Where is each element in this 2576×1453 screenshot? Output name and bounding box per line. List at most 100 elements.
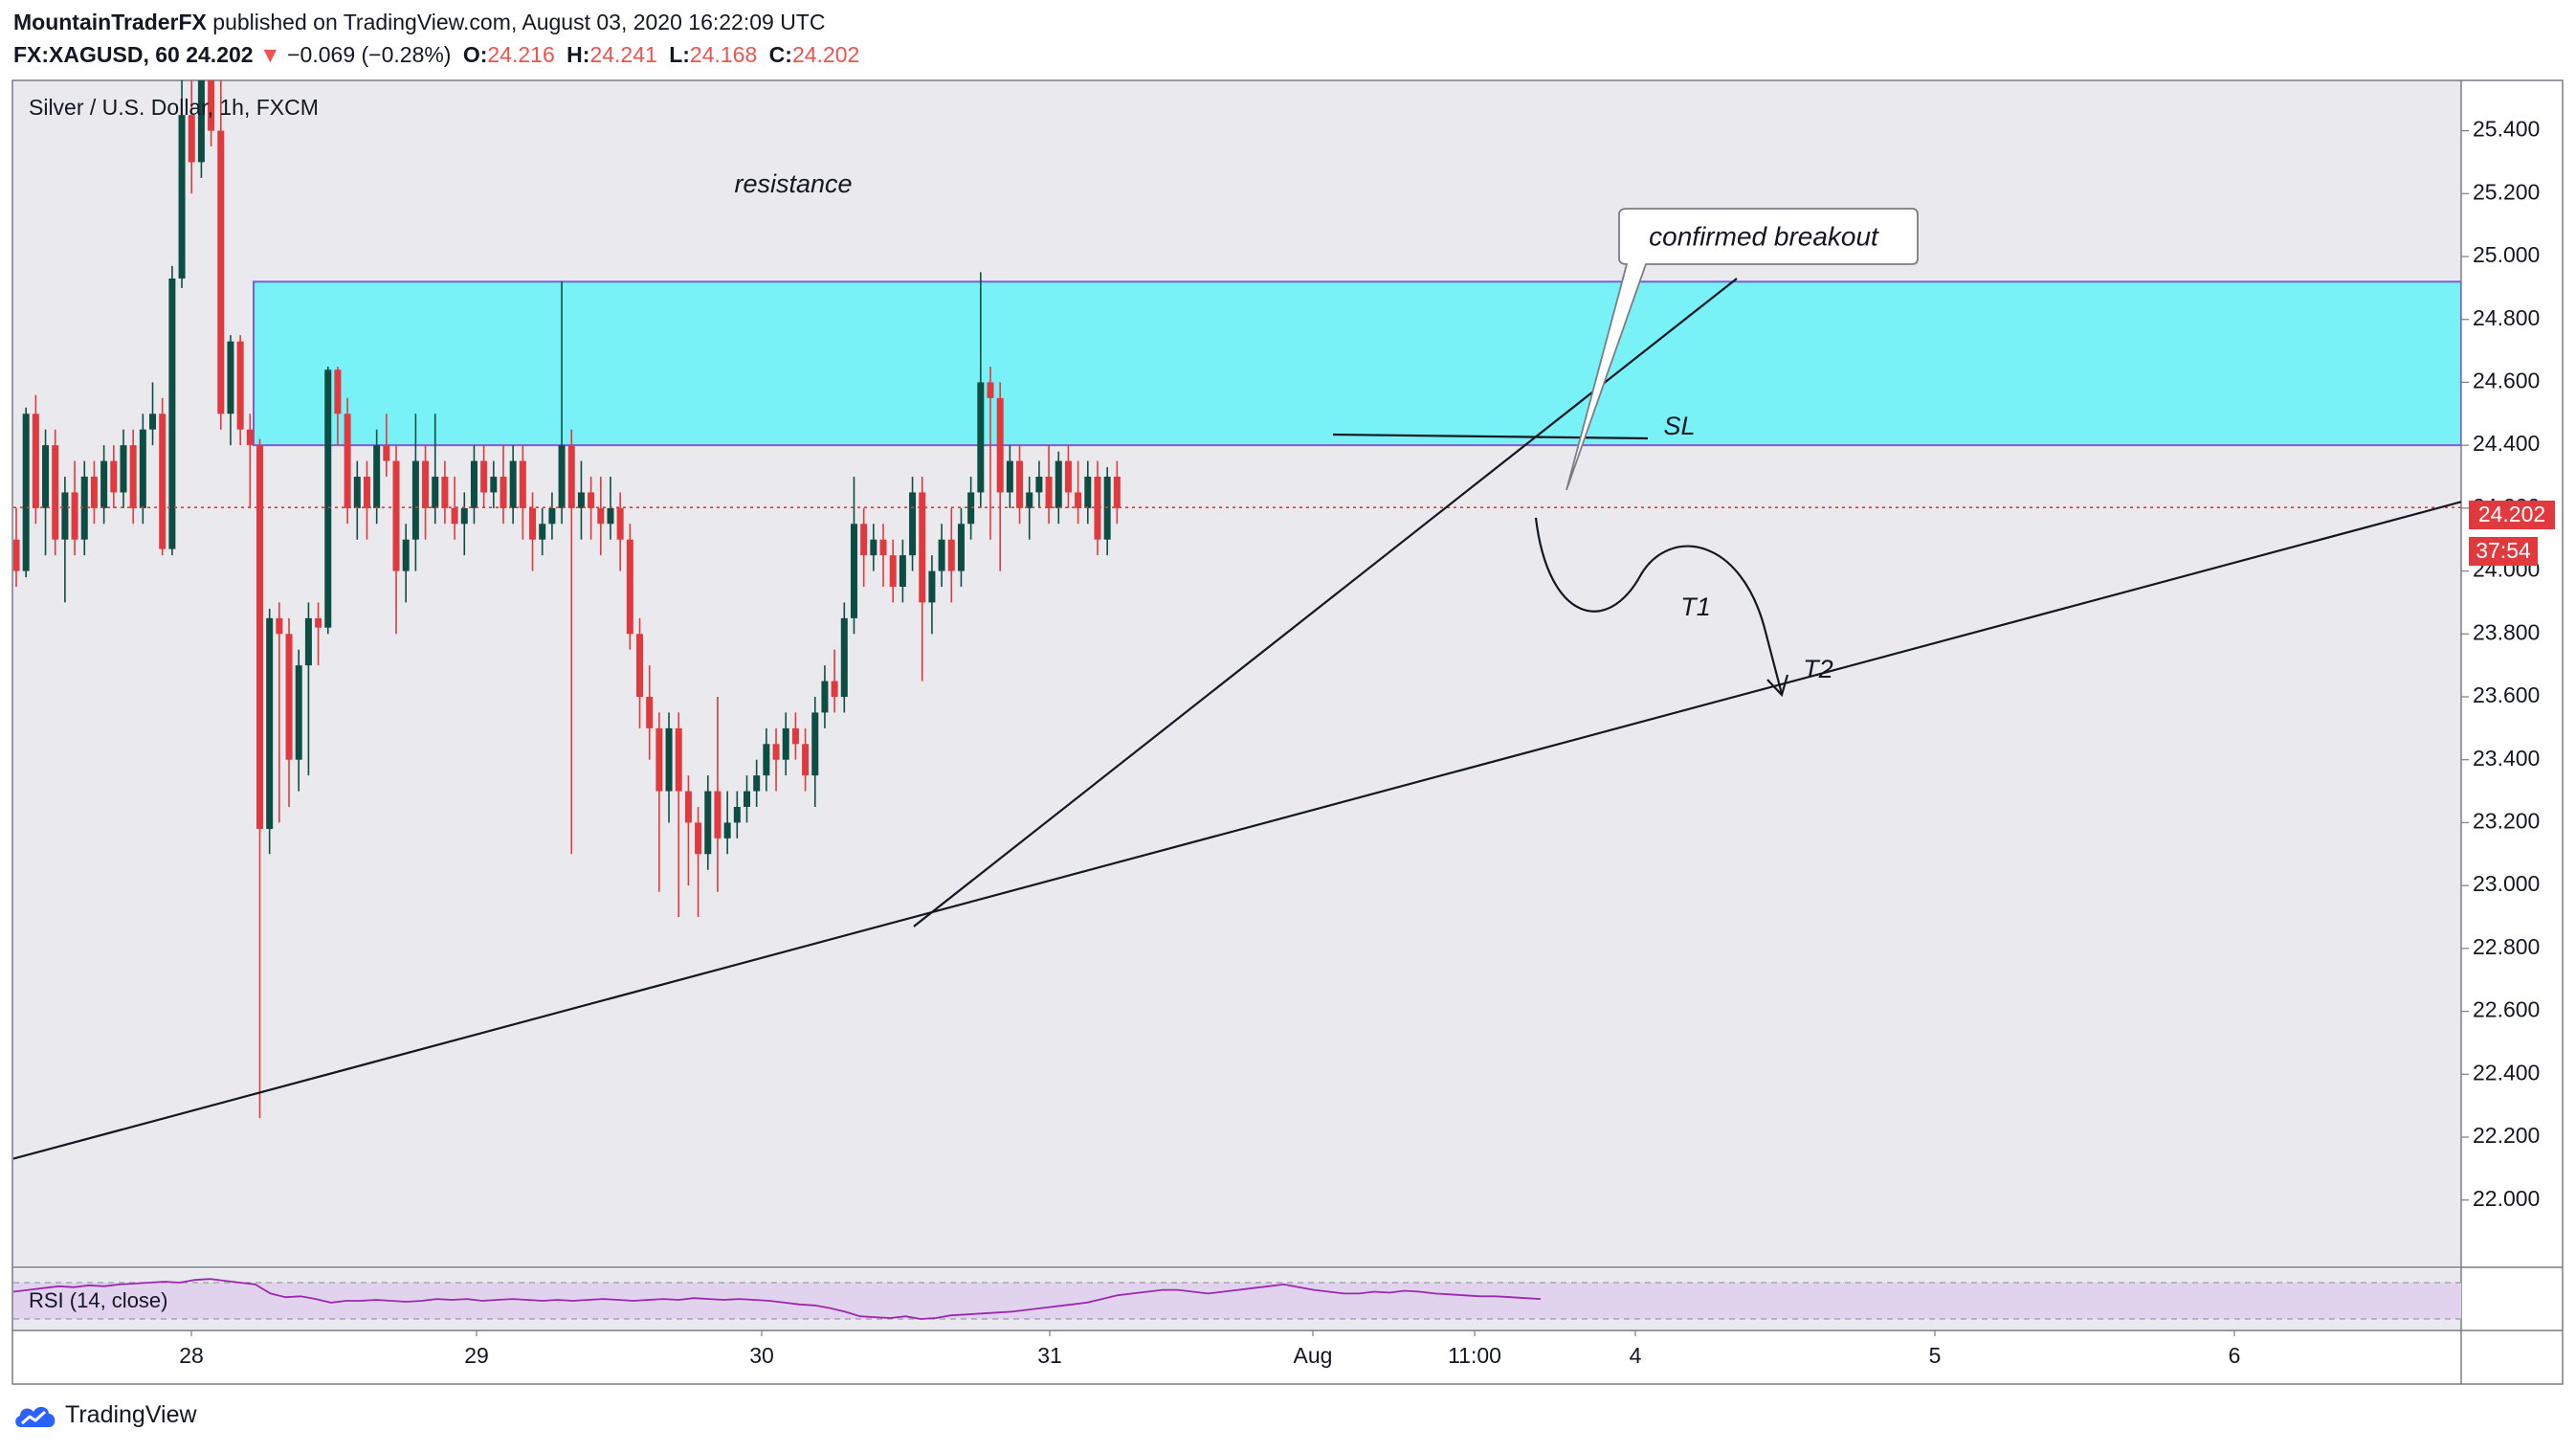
candle-body[interactable]: [324, 369, 332, 628]
candle-body[interactable]: [276, 617, 283, 635]
candle-body[interactable]: [567, 445, 575, 508]
candle-body[interactable]: [266, 617, 274, 829]
candle-body[interactable]: [811, 712, 819, 776]
resistance-zone[interactable]: [253, 280, 2461, 447]
candle-body[interactable]: [480, 460, 488, 493]
candle-body[interactable]: [860, 524, 868, 556]
candle-body[interactable]: [178, 115, 186, 279]
candle-body[interactable]: [80, 477, 88, 540]
candle-body[interactable]: [831, 681, 838, 697]
candle-body[interactable]: [1113, 477, 1121, 508]
candle-body[interactable]: [588, 492, 595, 508]
candle-body[interactable]: [665, 727, 673, 792]
candle-body[interactable]: [577, 492, 585, 508]
candle-body[interactable]: [772, 744, 780, 760]
candle-body[interactable]: [42, 445, 50, 508]
candle-body[interactable]: [402, 539, 410, 571]
candle-body[interactable]: [889, 555, 897, 587]
candle-body[interactable]: [1094, 477, 1101, 540]
candle-body[interactable]: [168, 279, 176, 549]
candle-body[interactable]: [607, 507, 614, 525]
candle-body[interactable]: [802, 744, 810, 776]
candle-body[interactable]: [1006, 460, 1013, 493]
candle-body[interactable]: [373, 445, 381, 508]
candle-body[interactable]: [61, 492, 69, 540]
candle-body[interactable]: [246, 429, 254, 446]
candle-body[interactable]: [32, 414, 39, 508]
candle-body[interactable]: [139, 429, 146, 508]
candle-body[interactable]: [529, 507, 537, 540]
candle-body[interactable]: [470, 460, 477, 508]
candle-body[interactable]: [714, 791, 722, 838]
candle-body[interactable]: [928, 570, 936, 603]
candle-body[interactable]: [996, 397, 1004, 493]
candle-body[interactable]: [899, 555, 906, 587]
candle-body[interactable]: [850, 524, 857, 618]
candle-body[interactable]: [304, 617, 312, 666]
candle-body[interactable]: [1045, 477, 1053, 508]
candle-body[interactable]: [295, 665, 302, 760]
candle-body[interactable]: [597, 507, 605, 525]
candle-body[interactable]: [919, 492, 926, 603]
symbol-label[interactable]: FX:XAGUSD, 60: [13, 42, 180, 67]
candle-body[interactable]: [236, 341, 244, 430]
author-name[interactable]: MountainTraderFX: [13, 10, 207, 34]
candle-body[interactable]: [509, 460, 517, 508]
candle-body[interactable]: [120, 445, 127, 493]
last-price-tag[interactable]: [2469, 501, 2555, 529]
candle-body[interactable]: [967, 492, 975, 525]
candle-body[interactable]: [655, 727, 663, 792]
plot-area[interactable]: [12, 80, 2461, 1267]
candle-body[interactable]: [315, 617, 322, 628]
candle-body[interactable]: [1075, 492, 1082, 508]
price-axis[interactable]: [2461, 80, 2563, 1330]
candle-body[interactable]: [22, 414, 30, 571]
candle-body[interactable]: [791, 727, 799, 745]
candle-body[interactable]: [100, 460, 108, 508]
candle-body[interactable]: [763, 744, 770, 776]
candle-body[interactable]: [353, 477, 361, 508]
candle-body[interactable]: [149, 414, 157, 430]
candle-body[interactable]: [695, 822, 702, 855]
candle-body[interactable]: [13, 539, 20, 571]
breakout-callout[interactable]: [1566, 208, 1919, 491]
candle-body[interactable]: [490, 477, 498, 493]
candle-body[interactable]: [392, 460, 400, 571]
candle-body[interactable]: [675, 727, 682, 792]
candle-body[interactable]: [548, 507, 556, 525]
candle-body[interactable]: [1016, 460, 1024, 508]
candle-body[interactable]: [71, 492, 78, 540]
candle-body[interactable]: [422, 460, 430, 508]
candle-body[interactable]: [539, 524, 546, 540]
candle-body[interactable]: [451, 507, 458, 525]
candle-body[interactable]: [363, 477, 370, 508]
candle-body[interactable]: [159, 414, 167, 549]
candle-body[interactable]: [840, 617, 848, 697]
candle-body[interactable]: [432, 477, 439, 508]
candle-body[interactable]: [1026, 492, 1033, 508]
candle-body[interactable]: [1055, 460, 1062, 508]
candle-body[interactable]: [460, 507, 468, 525]
candle-body[interactable]: [744, 791, 750, 807]
candle-body[interactable]: [110, 460, 118, 493]
candle-body[interactable]: [188, 115, 195, 163]
candle-body[interactable]: [616, 507, 624, 540]
candle-body[interactable]: [957, 524, 965, 571]
candle-body[interactable]: [646, 697, 654, 728]
candle-body[interactable]: [90, 477, 98, 508]
candle-body[interactable]: [870, 539, 877, 556]
candle-body[interactable]: [626, 539, 633, 635]
candle-body[interactable]: [411, 460, 419, 540]
candle-body[interactable]: [782, 727, 789, 760]
candle-body[interactable]: [1035, 477, 1043, 493]
candle-body[interactable]: [344, 414, 351, 508]
candle-body[interactable]: [500, 477, 507, 508]
target-path-arrow[interactable]: [1534, 517, 1784, 695]
candle-body[interactable]: [987, 382, 994, 398]
candle-body[interactable]: [909, 492, 917, 556]
candle-body[interactable]: [227, 341, 234, 414]
candle-body[interactable]: [52, 445, 59, 540]
candle-body[interactable]: [558, 445, 566, 508]
candle-body[interactable]: [733, 807, 741, 823]
